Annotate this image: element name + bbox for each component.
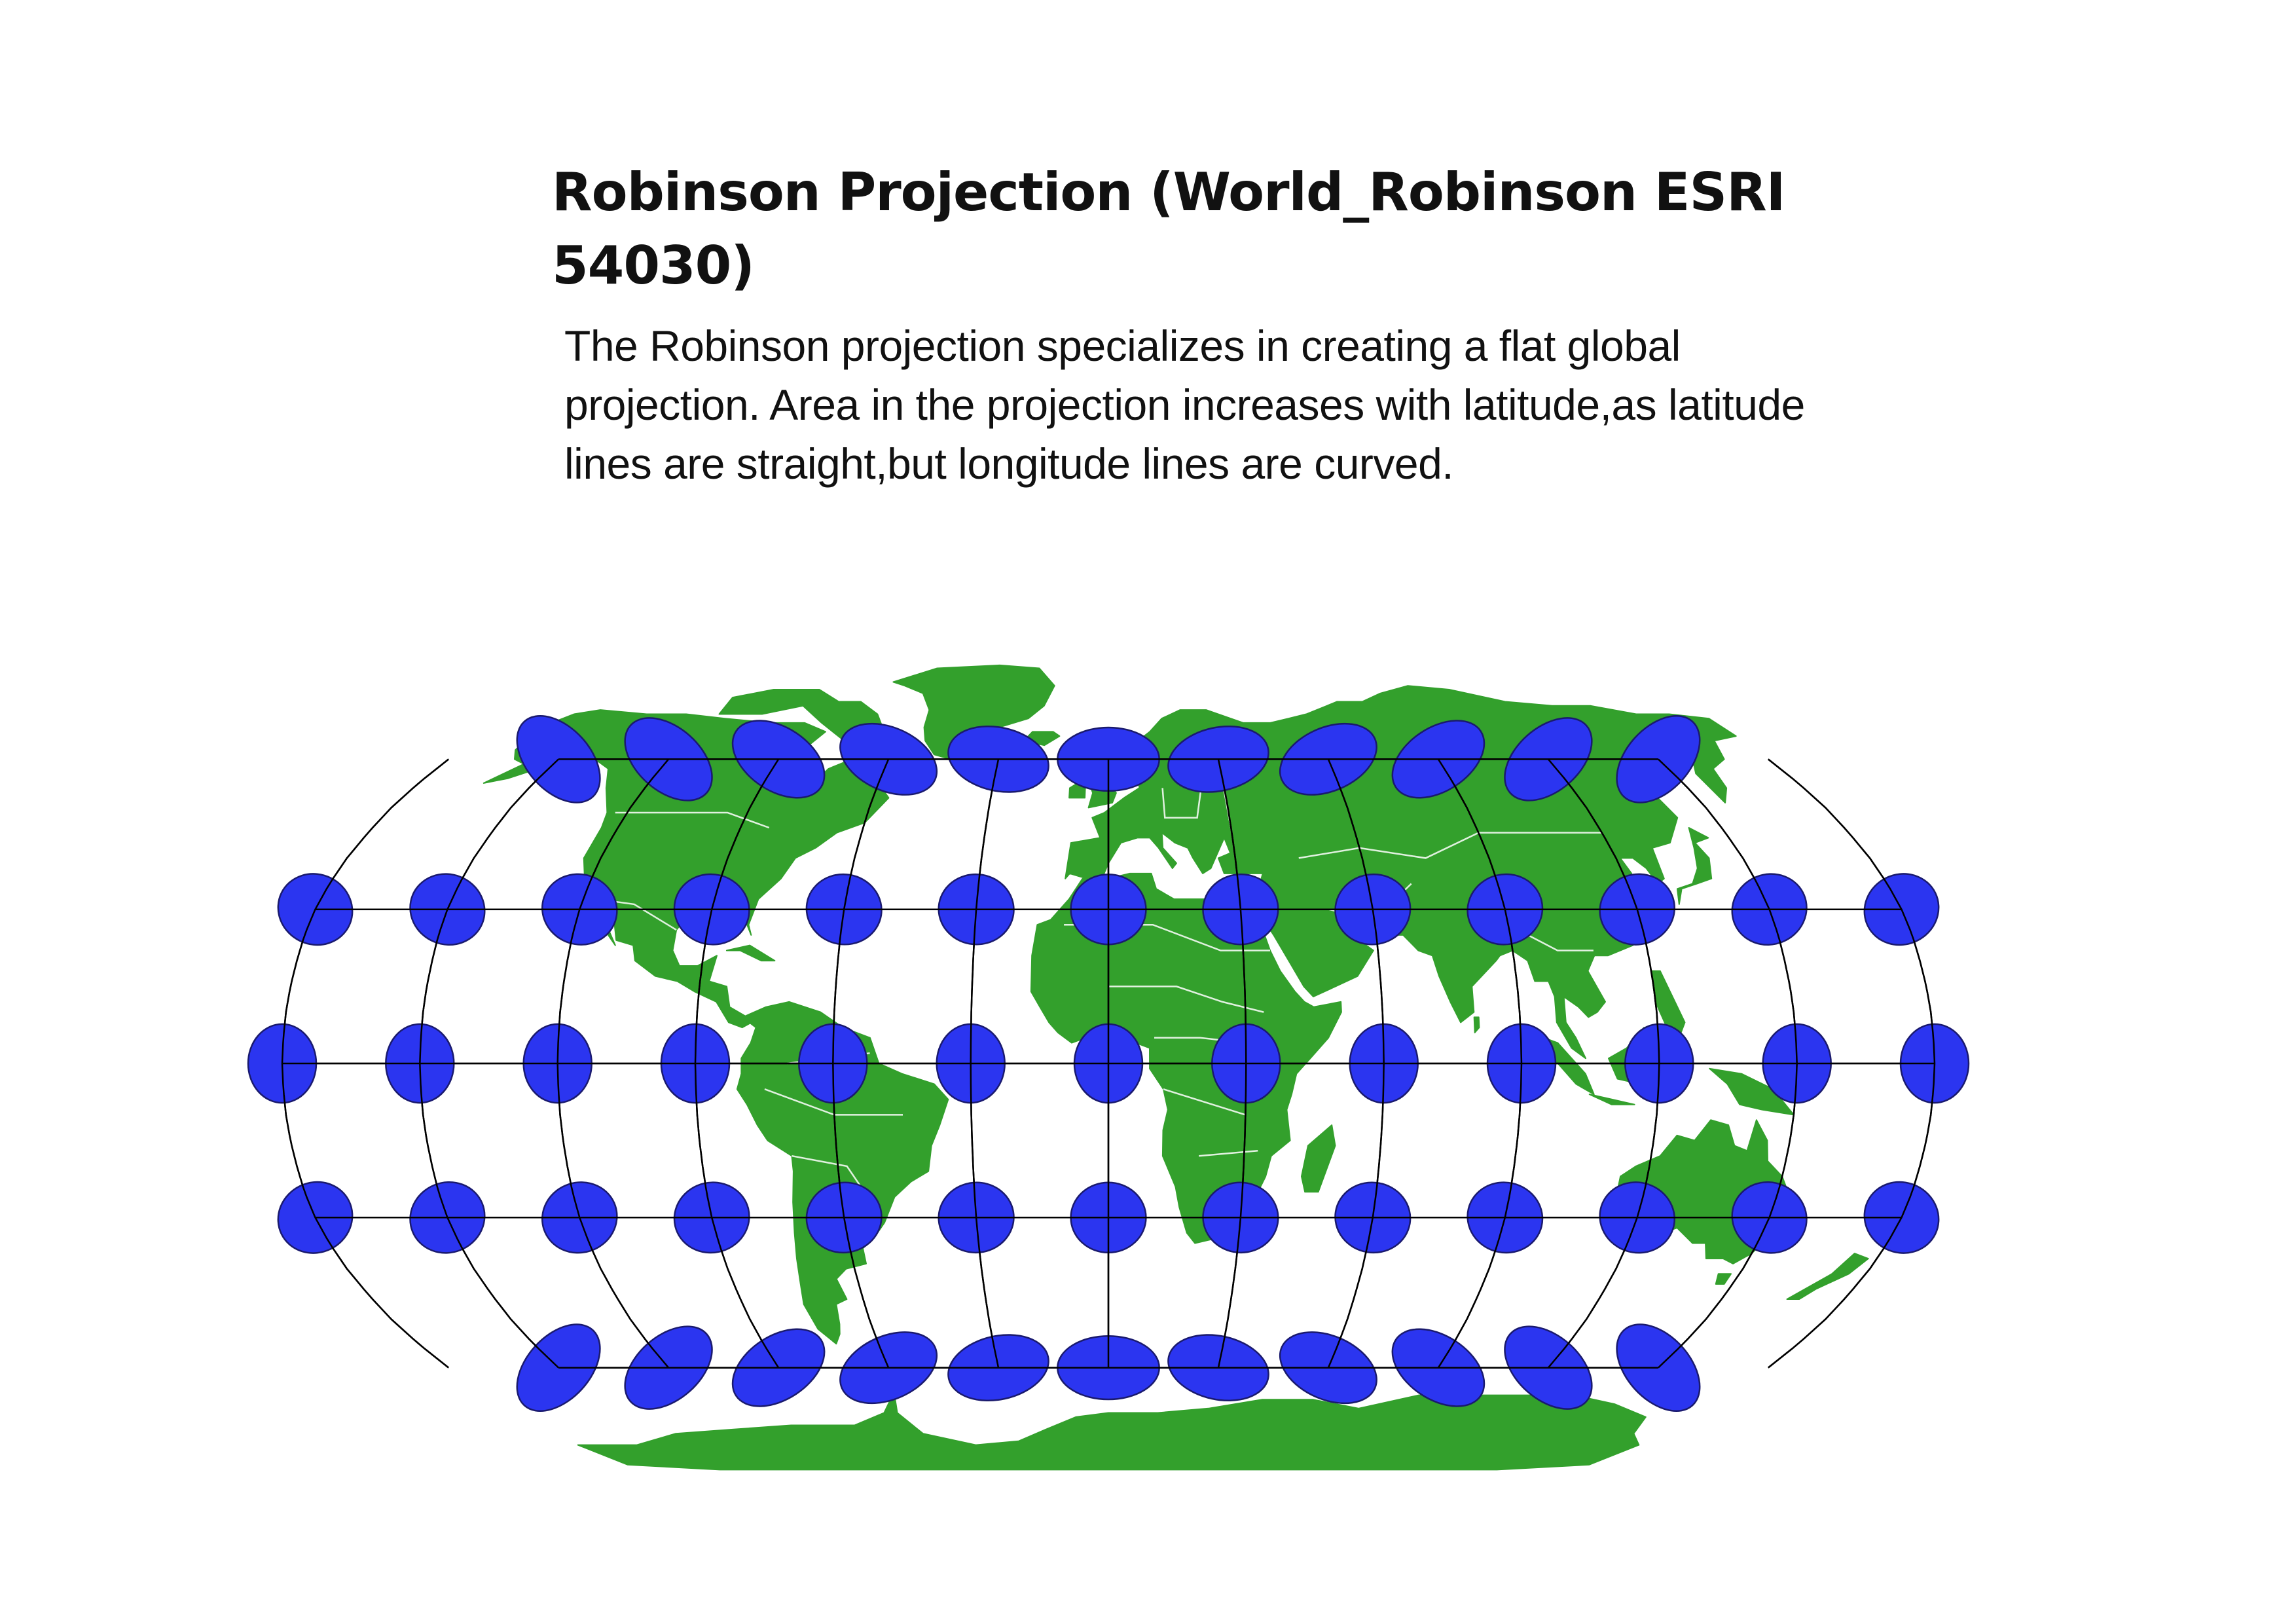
meridian-line — [832, 758, 890, 1369]
landmass-cuba — [725, 944, 776, 962]
graticule — [281, 758, 1936, 1369]
meridian-line — [1437, 758, 1523, 1369]
landmass-sri-lanka — [1473, 1016, 1480, 1033]
country-border — [1163, 1088, 1246, 1116]
country-border — [1108, 986, 1264, 1013]
landmass-tasmania — [1715, 1273, 1732, 1285]
landmass-new-guinea — [1709, 1067, 1795, 1116]
country-border — [1199, 1150, 1258, 1157]
meridian-line — [1768, 758, 1936, 1369]
country-border — [615, 811, 770, 829]
map-title: Robinson Projection (World_Robinson ESRI… — [552, 162, 1785, 296]
landmass-south-america — [736, 1001, 949, 1345]
landmass-java — [1588, 1094, 1635, 1105]
country-border — [1298, 832, 1602, 859]
meridian-line — [694, 758, 780, 1369]
land-layer — [483, 664, 1869, 1471]
meridian-line — [1658, 758, 1798, 1369]
country-border — [1161, 788, 1202, 819]
meridian-line — [970, 759, 1000, 1368]
meridian-line — [281, 758, 449, 1369]
meridian-line — [1547, 758, 1660, 1369]
map-description: The Robinson projection specializes in c… — [564, 322, 1805, 488]
landmass-antarctica — [577, 1380, 1647, 1471]
landmass-japan — [1677, 827, 1713, 905]
meridian-line — [556, 758, 670, 1369]
landmass-new-zealand — [1786, 1253, 1869, 1300]
landmass-madagascar — [1301, 1124, 1336, 1193]
meridian-line — [1327, 758, 1385, 1369]
meridian-line — [419, 758, 559, 1369]
meridian-line — [1217, 759, 1247, 1368]
